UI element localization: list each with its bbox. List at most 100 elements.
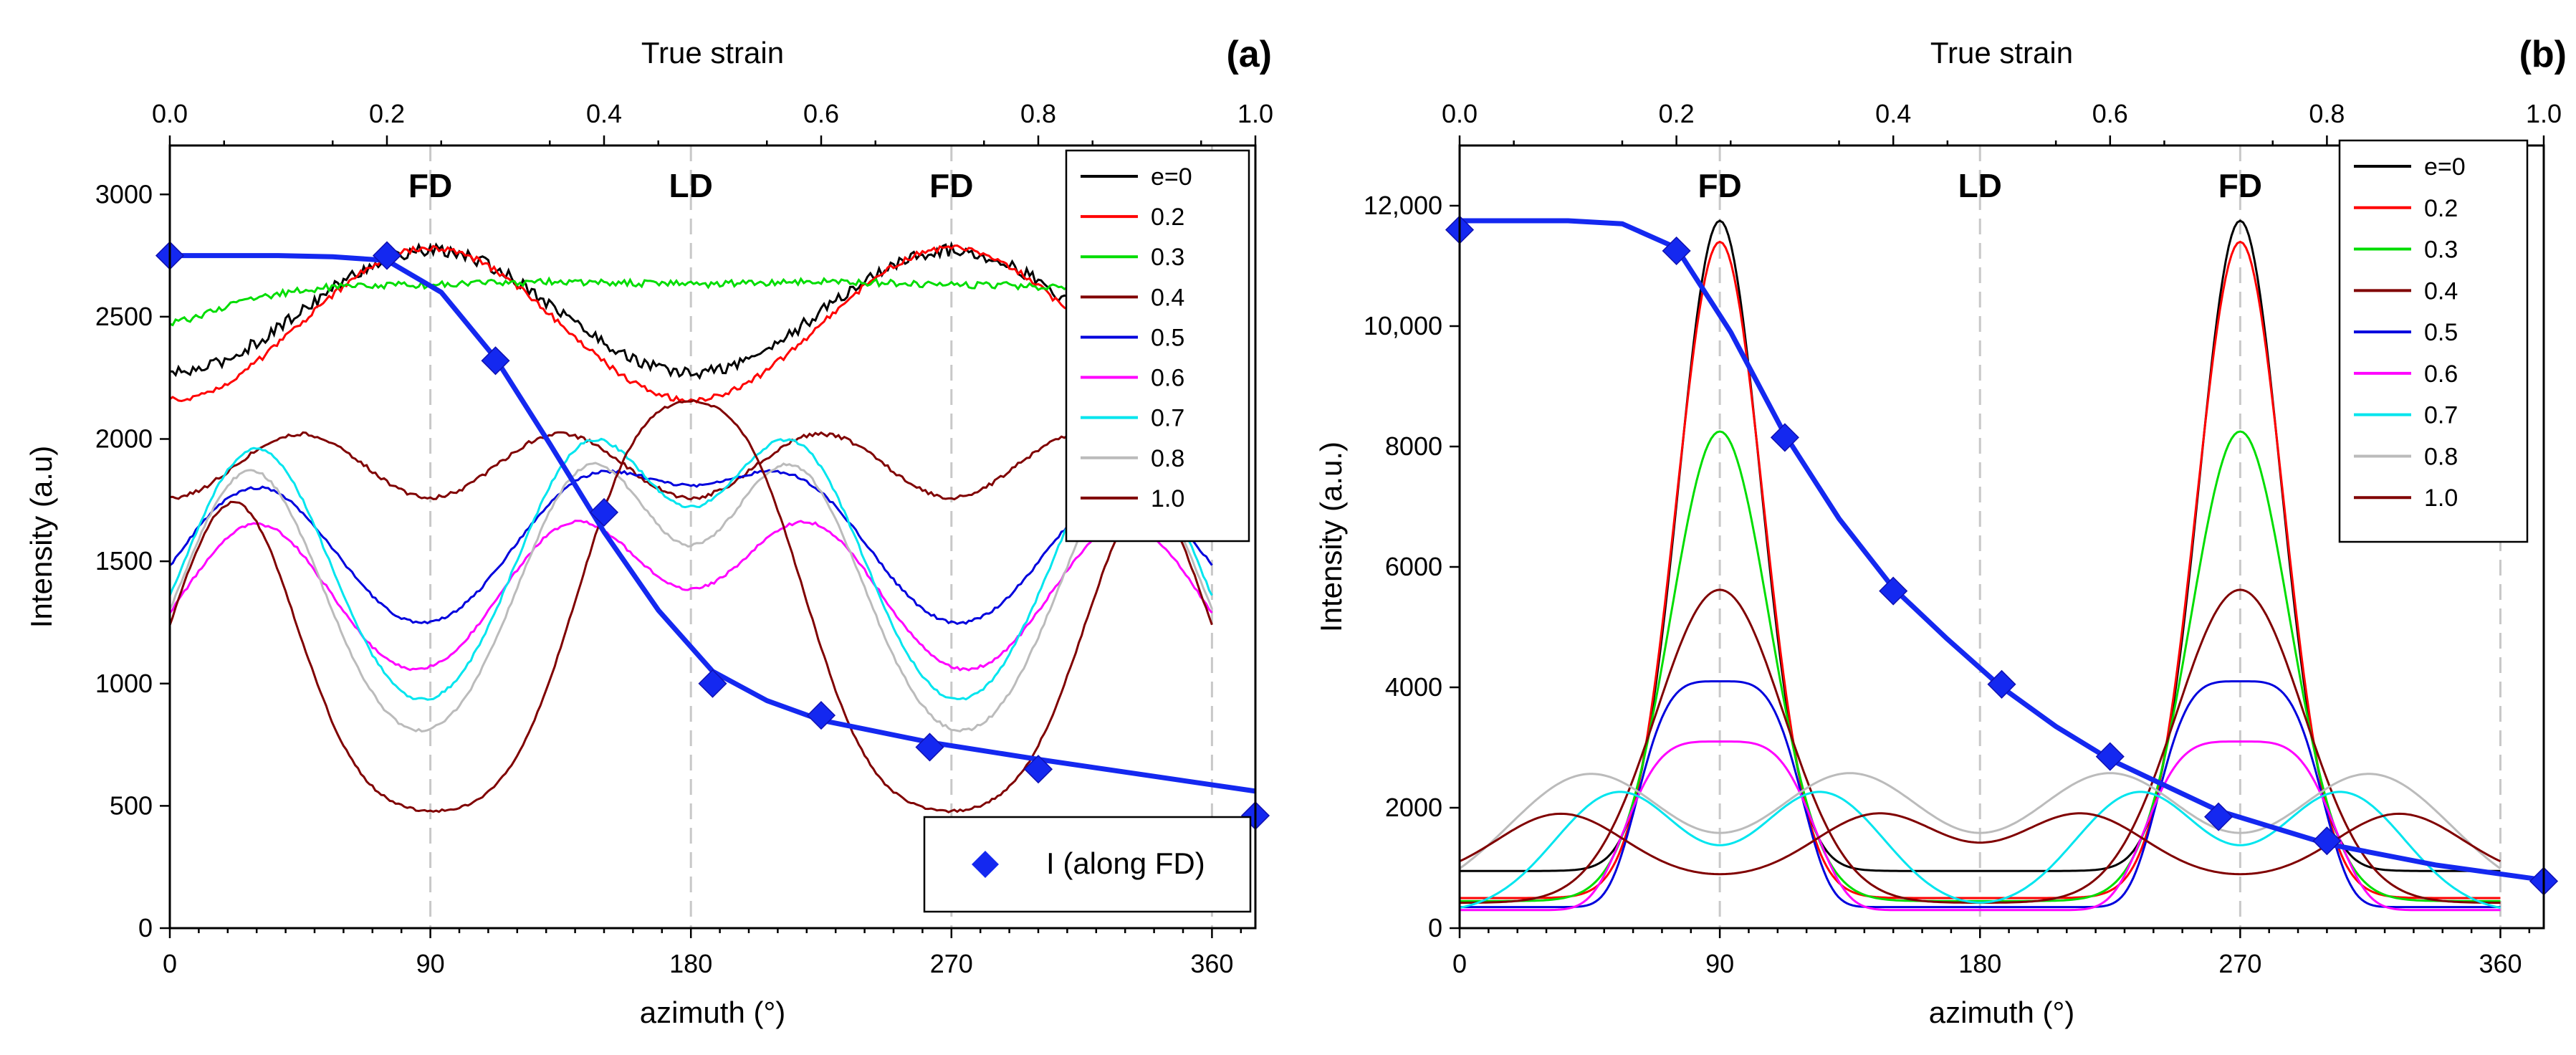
- legend-label: 0.5: [2424, 319, 2458, 346]
- y-tick-label: 0: [138, 913, 153, 942]
- x-tick-label: 90: [1705, 949, 1734, 978]
- y-tick-label: 2000: [1385, 793, 1442, 822]
- top-tick-label: 0.4: [586, 99, 622, 128]
- fd-data-point: [2204, 802, 2233, 831]
- top-tick-label: 0.6: [2092, 99, 2128, 128]
- series-line-1-0: [168, 399, 1213, 813]
- legend-label: 0.3: [1151, 244, 1184, 271]
- legend-label: 0.8: [2424, 443, 2458, 470]
- fd-data-point: [2312, 826, 2342, 856]
- fd-fit-curve: [170, 253, 1256, 794]
- plot-frame: [168, 144, 1257, 930]
- y-tick-label: 500: [110, 791, 153, 820]
- fd-data-point: [1987, 669, 2016, 699]
- series-line-0-3: [1460, 430, 2501, 902]
- fd-data-point: [589, 497, 619, 527]
- legend-label: 0.4: [1151, 284, 1184, 311]
- direction-label-fd: FD: [1698, 167, 1741, 204]
- y-tick-label: 4000: [1385, 672, 1442, 702]
- top-tick-label: 0.0: [152, 99, 188, 128]
- x-tick-label: 270: [2218, 949, 2261, 978]
- chart-panel-a: 0 90 180 270 360 0 500 1000 1500 2000 2500 3000 0.0 0…: [24, 34, 1273, 1029]
- fd-data-point: [1023, 755, 1053, 784]
- direction-label-ld: LD: [1958, 167, 2002, 204]
- x-tick-label: 0: [163, 949, 177, 978]
- y-tick-label: 6000: [1385, 552, 1442, 581]
- direction-label-ld: LD: [669, 167, 713, 204]
- top-tick-label: 0.2: [369, 99, 405, 128]
- top-tick-label: 0.4: [1875, 99, 1911, 128]
- series-line-0-7: [1459, 791, 2501, 910]
- top-axis-title: True strain: [641, 36, 784, 70]
- x-tick-label: 360: [2479, 949, 2522, 978]
- fd-data-point: [915, 732, 944, 762]
- x-tick-label: 0: [1452, 949, 1467, 978]
- series-line-e-0: [169, 241, 1213, 381]
- legend-label: 0.2: [1151, 204, 1184, 231]
- fd-fit-curve: [1460, 218, 2544, 883]
- fd-data-point: [372, 241, 402, 270]
- fd-legend-marker: [972, 851, 999, 878]
- series-line-0-6: [168, 520, 1213, 672]
- direction-label-fd: FD: [408, 167, 452, 204]
- y-tick-label: 10,000: [1364, 311, 1442, 340]
- fd-legend-label: I (along FD): [1046, 846, 1205, 880]
- x-axis-title: azimuth (°): [1929, 996, 2075, 1029]
- legend-label: 0.4: [2424, 277, 2458, 305]
- y-tick-label: 3000: [95, 179, 153, 209]
- y-axis-title: Intensity (a.u): [24, 446, 58, 628]
- top-tick-label: 1.0: [2526, 99, 2562, 128]
- fd-data-point: [481, 346, 510, 376]
- y-tick-label: 0: [1428, 913, 1442, 942]
- legend-label: 0.3: [2424, 237, 2458, 264]
- y-tick-label: 2000: [95, 424, 153, 454]
- top-tick-label: 0.8: [2309, 99, 2345, 128]
- legend-label: 0.2: [2424, 195, 2458, 222]
- series-line-0-6: [1460, 740, 2501, 912]
- top-tick-label: 1.0: [1237, 99, 1273, 128]
- legend-label: 0.5: [1151, 324, 1184, 351]
- x-axis-title: azimuth (°): [640, 996, 786, 1029]
- legend: e=0 0.2 0.3 0.4 0.5 0.6 0.7 0.8 1.0: [2338, 139, 2529, 543]
- series-line-0-8: [168, 462, 1213, 732]
- series-line-0-5: [1460, 680, 2501, 909]
- series-line-0-5: [169, 469, 1213, 626]
- legend-label: 1.0: [2424, 484, 2458, 512]
- x-tick-label: 90: [416, 949, 445, 978]
- fd-data-point: [1662, 236, 1691, 266]
- legend-label: e=0: [2424, 153, 2466, 181]
- fd-data-point: [698, 669, 727, 698]
- series-line-0-8: [1459, 772, 2501, 870]
- plot-frame: [1458, 144, 2545, 930]
- legend-label: 0.6: [2424, 361, 2458, 388]
- x-tick-label: 180: [1958, 949, 2001, 978]
- x-tick-label: 360: [1190, 949, 1233, 978]
- legend-label: 0.7: [2424, 402, 2458, 429]
- fd-data-point: [1879, 576, 1908, 606]
- top-tick-label: 0.2: [1659, 99, 1695, 128]
- fd-data-point: [1770, 423, 1799, 452]
- legend-label: 0.6: [1151, 365, 1184, 392]
- y-tick-label: 8000: [1385, 431, 1442, 461]
- panel-label: (a): [1226, 34, 1272, 75]
- top-tick-label: 0.0: [1442, 99, 1478, 128]
- fd-data-point: [806, 701, 836, 730]
- y-tick-label: 2500: [95, 302, 153, 331]
- chart-panel-b: 0 90 180 270 360 0 2000 4000 6000 8000 10,000 12,00…: [1314, 34, 2567, 1029]
- x-tick-label: 270: [930, 949, 973, 978]
- y-tick-label: 1000: [95, 669, 153, 698]
- series-line-0-7: [168, 437, 1213, 701]
- panel-label: (b): [2519, 34, 2567, 75]
- top-tick-label: 0.8: [1020, 99, 1056, 128]
- y-tick-label: 12,000: [1364, 191, 1442, 220]
- legend-label: e=0: [1151, 163, 1192, 191]
- fd-data-point: [2095, 742, 2125, 771]
- legend-label: 1.0: [1151, 485, 1184, 512]
- top-tick-label: 0.6: [803, 99, 839, 128]
- series-line-0-3: [169, 276, 1213, 328]
- series-line-0-4: [169, 431, 1212, 501]
- legend-label: 0.8: [1151, 445, 1184, 472]
- legend-label: 0.7: [1151, 405, 1184, 432]
- top-axis-title: True strain: [1930, 36, 2073, 70]
